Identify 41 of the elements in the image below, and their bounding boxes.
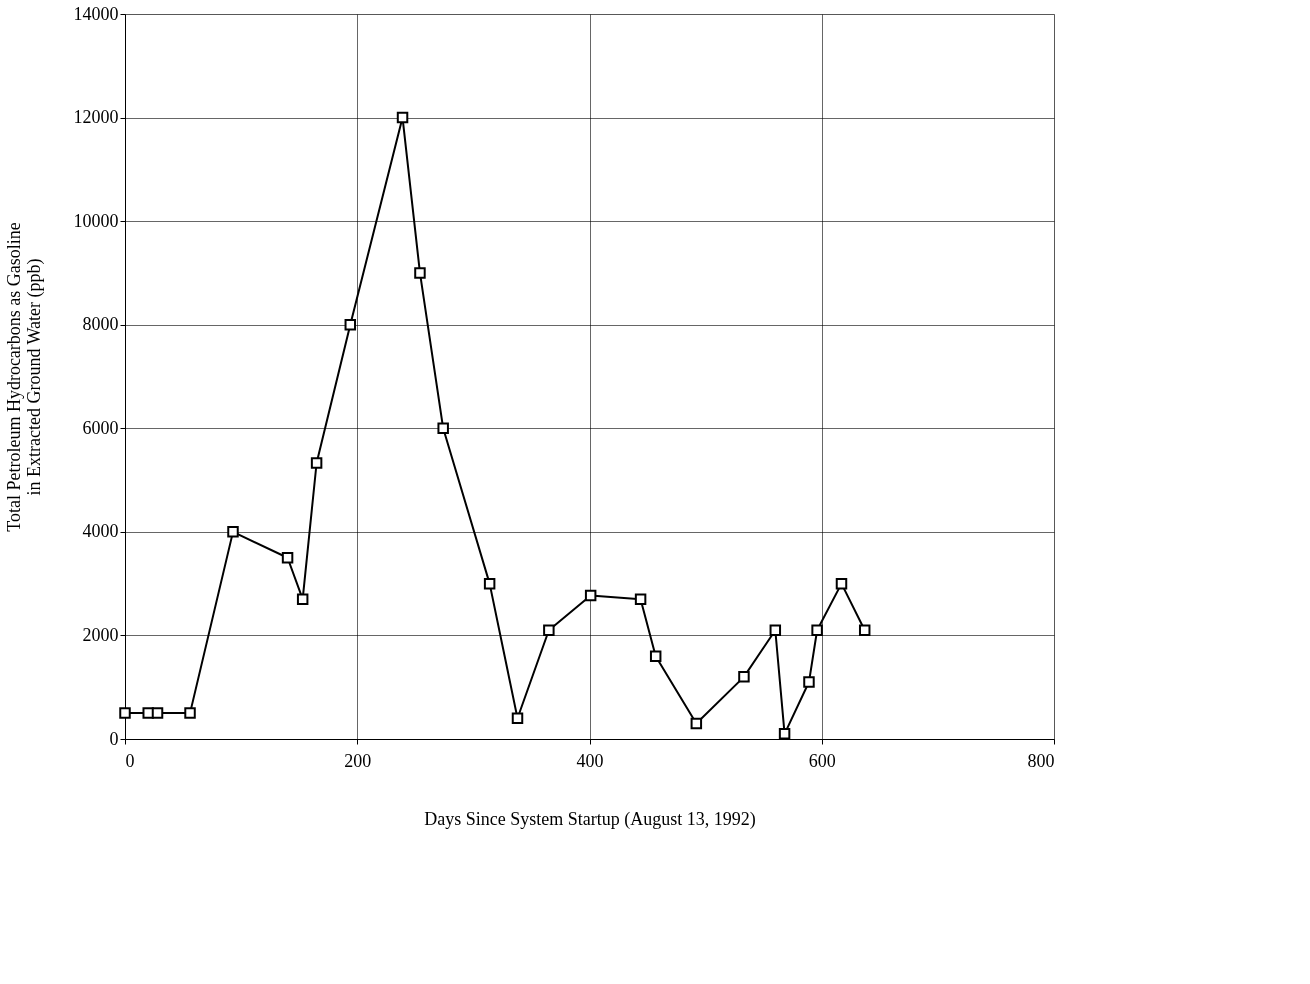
- x-tick-label: 0: [125, 750, 135, 771]
- x-tick-label: 800: [1027, 750, 1055, 771]
- y-tick-label: 14000: [73, 3, 119, 24]
- point: [811, 624, 823, 636]
- x-axis-title: Days Since System Startup (August 13, 1992): [424, 808, 756, 830]
- point: [738, 671, 750, 683]
- point: [151, 707, 164, 719]
- y-tick-label: 6000: [82, 417, 119, 438]
- y-tick-label: 0: [109, 728, 119, 749]
- x-tick-label: 200: [344, 750, 372, 771]
- point: [634, 593, 647, 605]
- y-tick-label: 10000: [73, 210, 119, 231]
- y-tick-label: 12000: [73, 107, 119, 128]
- point: [281, 552, 294, 564]
- point: [184, 707, 196, 719]
- point: [437, 422, 449, 435]
- point: [396, 111, 409, 124]
- point: [344, 318, 357, 331]
- point: [803, 676, 815, 688]
- point: [414, 267, 426, 279]
- x-tick-label: 600: [808, 750, 836, 771]
- point: [483, 577, 496, 590]
- point: [227, 526, 239, 538]
- y-tick-label: 8000: [82, 314, 119, 335]
- point: [119, 707, 131, 719]
- y-axis-title: Total Petroleum Hydrocarbons as Gasoline in Extracted Ground Water (ppb): [3, 222, 45, 532]
- point: [296, 593, 309, 605]
- point: [310, 457, 323, 469]
- point: [690, 717, 703, 730]
- point: [584, 589, 597, 602]
- point: [835, 577, 848, 590]
- point: [511, 712, 524, 725]
- point: [543, 624, 555, 636]
- point: [858, 624, 871, 636]
- y-tick-label: 2000: [82, 624, 119, 645]
- point: [142, 707, 154, 719]
- point: [649, 650, 662, 662]
- point: [778, 728, 791, 740]
- x-tick-label: 400: [576, 750, 604, 771]
- point: [769, 624, 782, 636]
- y-tick-label: 4000: [82, 521, 119, 542]
